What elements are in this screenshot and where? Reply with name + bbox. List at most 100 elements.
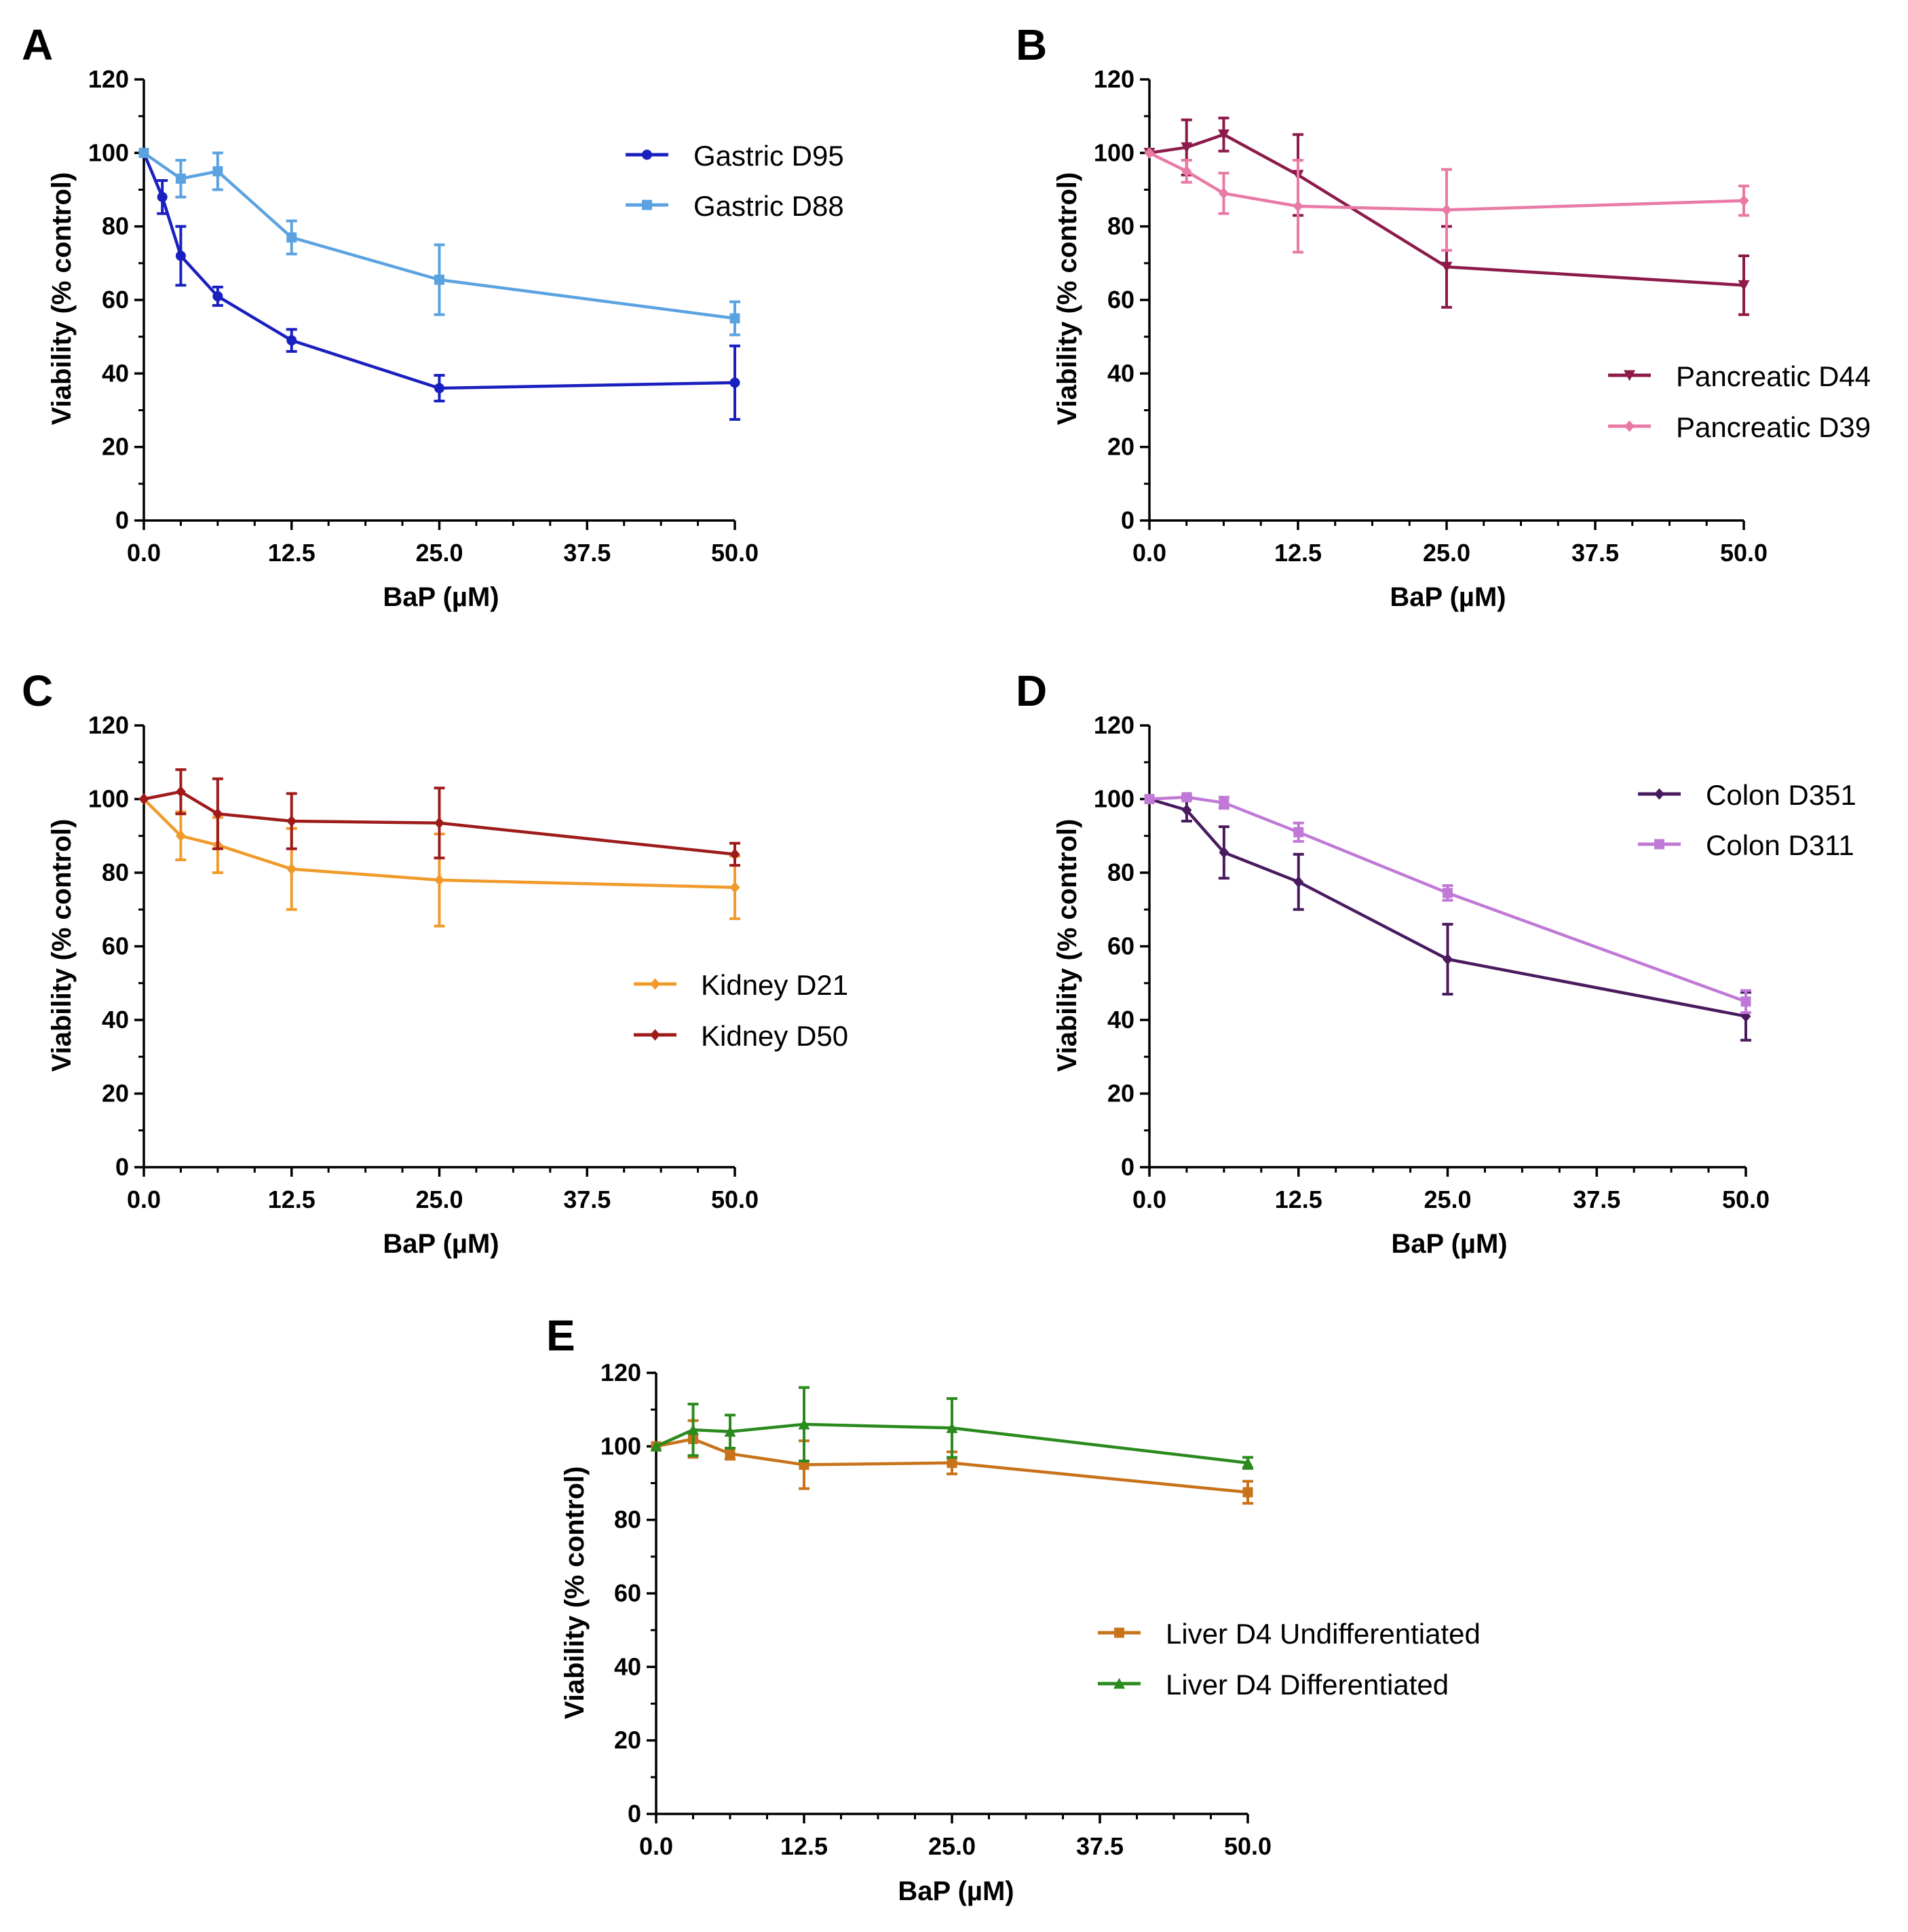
- data-point: [1242, 1457, 1254, 1469]
- data-point: [724, 1426, 736, 1437]
- y-tick-label: 60: [102, 286, 129, 314]
- y-tick-label: 0: [1121, 1153, 1134, 1181]
- y-axis-title: Viability (% control): [560, 1466, 590, 1720]
- data-point: [1293, 200, 1303, 212]
- y-tick-label: 20: [1107, 1080, 1134, 1107]
- legend-marker: [650, 978, 660, 990]
- legend-swatch-pancreatic-d39: [1608, 420, 1651, 432]
- y-tick-label: 20: [102, 433, 129, 461]
- legend-marker: [650, 1029, 660, 1041]
- legend-swatch-kidney-d21: [634, 978, 676, 990]
- data-point: [729, 313, 740, 324]
- y-tick-label: 60: [102, 932, 129, 960]
- y-tick-label: 80: [102, 858, 129, 886]
- y-tick-label: 60: [1107, 286, 1134, 314]
- axes: 0 20 40 60 80 100 120 0.0 12.5 25.0 37.5 50.0: [1094, 65, 1768, 567]
- legend-label-colon-d311: Colon D311: [1706, 829, 1854, 861]
- data-point: [434, 817, 444, 829]
- x-tick-label: 0.0: [1132, 1186, 1166, 1213]
- axes: 0 20 40 60 80 100 120 0.0 12.5 25.0 37.5 50.0: [1094, 711, 1770, 1213]
- legend-marker: [642, 149, 652, 160]
- legend-marker: [1654, 788, 1664, 800]
- legend-label-liver-d4-undifferentiated: Liver D4 Undifferentiated: [1166, 1618, 1481, 1650]
- series-line: [1149, 151, 1744, 212]
- panel-letter-a: A: [22, 20, 53, 69]
- data-point: [1181, 165, 1192, 177]
- axes: 0 20 40 60 80 100 120 0.0 12.5 25.0 37.5 50.0: [600, 1359, 1272, 1860]
- panel-letter-b: B: [1016, 20, 1047, 69]
- x-tick-label: 50.0: [1720, 539, 1768, 567]
- legend-swatch-colon-d311: [1638, 839, 1681, 850]
- data-point: [1144, 147, 1155, 159]
- y-tick-label: 120: [88, 65, 129, 93]
- legend-swatch-liver-d4-undifferentiated: [1098, 1627, 1141, 1638]
- legend-marker: [1624, 420, 1635, 432]
- y-tick-label: 40: [102, 359, 129, 387]
- legend-label-liver-d4-differentiated: Liver D4 Differentiated: [1166, 1669, 1449, 1701]
- series-gastric-d88: [138, 147, 740, 337]
- y-tick-label: 120: [1094, 711, 1134, 739]
- series-line: [1149, 797, 1747, 1018]
- x-tick-label: 50.0: [1722, 1186, 1770, 1213]
- x-tick-label: 0.0: [127, 539, 161, 567]
- legend-marker: [1114, 1627, 1124, 1638]
- y-tick-label: 40: [102, 1006, 129, 1034]
- data-point: [1441, 204, 1452, 216]
- data-point: [650, 1440, 662, 1452]
- series-pancreatic-d39: [1144, 147, 1749, 254]
- data-point: [687, 1424, 699, 1435]
- x-axis-title: BaP (µM): [383, 1229, 499, 1259]
- legend-label-kidney-d50: Kidney D50: [701, 1020, 848, 1052]
- data-point: [175, 786, 186, 798]
- x-tick-label: 37.5: [1076, 1832, 1124, 1860]
- data-point: [1219, 187, 1229, 200]
- data-point: [212, 808, 223, 820]
- data-point: [1242, 1487, 1253, 1498]
- x-axis-title: BaP (µM): [383, 582, 499, 612]
- legend-swatch-colon-d351: [1638, 788, 1681, 800]
- data-point: [434, 383, 444, 394]
- legend-swatch-pancreatic-d44: [1608, 370, 1651, 381]
- y-tick-label: 100: [88, 138, 129, 166]
- legend-marker: [1624, 370, 1635, 381]
- legend-marker: [1113, 1678, 1125, 1689]
- x-tick-label: 37.5: [1573, 1186, 1620, 1213]
- x-tick-label: 50.0: [711, 539, 759, 567]
- y-axis-title: Viability (% control): [47, 819, 77, 1072]
- data-point: [1144, 794, 1155, 804]
- y-tick-label: 80: [1107, 212, 1134, 240]
- data-point: [157, 191, 168, 202]
- data-point: [1738, 195, 1749, 207]
- y-tick-label: 120: [88, 711, 129, 739]
- y-tick-label: 20: [614, 1726, 641, 1754]
- x-tick-label: 37.5: [563, 539, 611, 567]
- data-point: [1443, 953, 1453, 965]
- series-line: [143, 790, 736, 856]
- data-point: [1218, 129, 1229, 140]
- data-point: [1293, 827, 1304, 837]
- data-point: [729, 882, 740, 894]
- series-line: [655, 1437, 1248, 1494]
- series-line: [1149, 795, 1747, 1003]
- x-tick-label: 25.0: [1423, 539, 1470, 567]
- series-liver-d4-differentiated: [650, 1386, 1254, 1470]
- panel-c: C BaP (µM) Viability (% control) Kidney …: [22, 666, 848, 1259]
- x-tick-label: 12.5: [268, 1186, 316, 1213]
- panel-e: E BaP (µM) Viability (% control) Liver D…: [546, 1311, 1481, 1906]
- data-point: [286, 815, 297, 827]
- data-point: [946, 1422, 958, 1433]
- x-tick-label: 37.5: [563, 1186, 611, 1213]
- x-tick-label: 0.0: [127, 1186, 161, 1213]
- x-tick-label: 25.0: [415, 1186, 463, 1213]
- legend-label-colon-d351: Colon D351: [1706, 779, 1856, 811]
- y-tick-label: 100: [1094, 138, 1134, 166]
- y-tick-label: 0: [115, 506, 129, 534]
- x-tick-label: 0.0: [1132, 539, 1166, 567]
- x-tick-label: 50.0: [711, 1186, 759, 1213]
- y-tick-label: 100: [1094, 785, 1134, 813]
- y-tick-label: 0: [1121, 506, 1134, 534]
- data-point: [434, 274, 444, 285]
- y-axis-title: Viability (% control): [1052, 172, 1082, 425]
- data-point: [175, 830, 186, 842]
